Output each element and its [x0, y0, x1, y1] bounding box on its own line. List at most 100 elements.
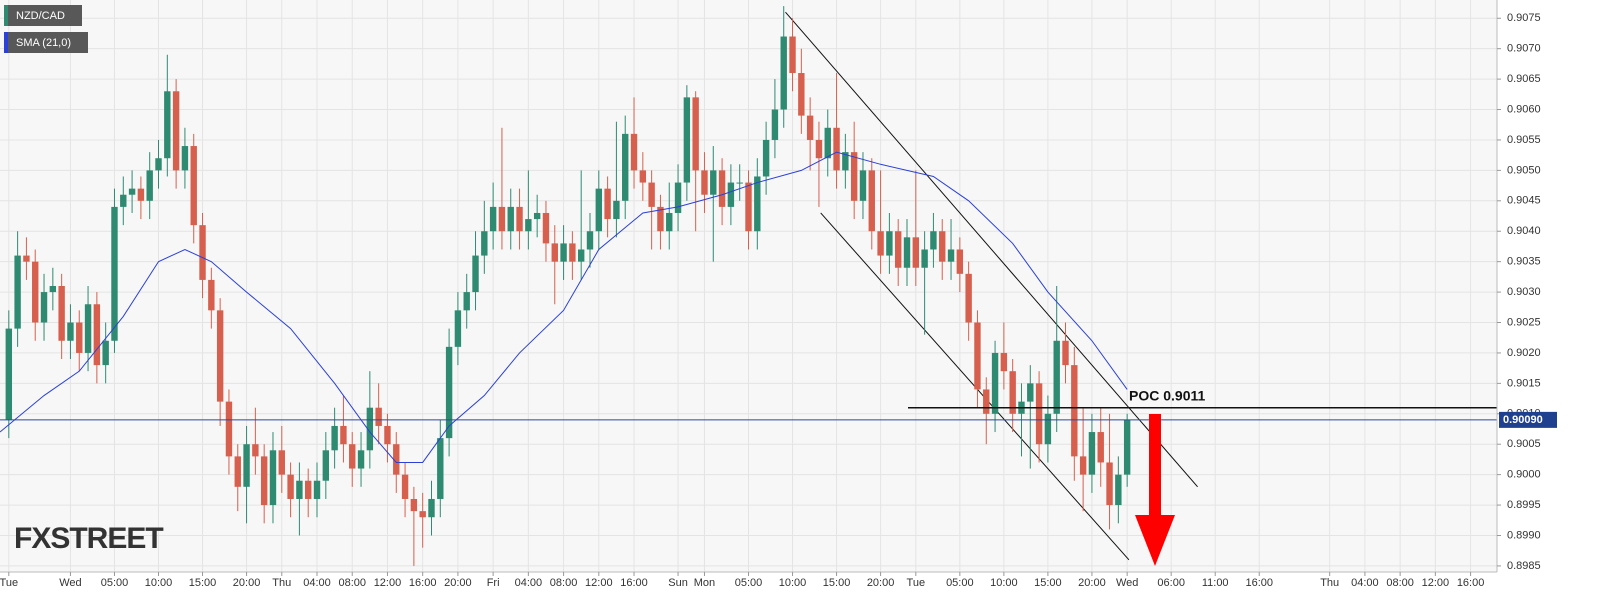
- candle-body: [463, 292, 470, 311]
- candle-body: [225, 401, 233, 457]
- candle-body: [1088, 432, 1096, 475]
- candle-body: [718, 170, 726, 207]
- y-tick-label: 0.9015: [1507, 377, 1541, 389]
- x-tick-label: 10:00: [779, 577, 807, 589]
- candle-body: [780, 36, 787, 110]
- y-tick-label: 0.9045: [1507, 195, 1541, 207]
- candle-body: [1123, 419, 1131, 475]
- candle-body: [833, 127, 840, 171]
- candle-body: [5, 328, 13, 420]
- sma-line: [0, 151, 1128, 463]
- candle-body: [622, 133, 629, 201]
- candle-body: [551, 243, 558, 262]
- y-tick-label: 0.8990: [1507, 529, 1541, 541]
- candle-body: [340, 425, 347, 445]
- candle-body: [164, 91, 171, 159]
- candle-body: [445, 346, 453, 439]
- candle-body: [419, 511, 426, 518]
- x-tick-label: 08:00: [1386, 577, 1414, 589]
- candle-body: [305, 480, 312, 499]
- candle-body: [155, 158, 162, 171]
- plot-layer: POC 0.9011: [0, 0, 1497, 572]
- candle-body: [604, 188, 611, 220]
- x-tick-label: 15:00: [189, 577, 217, 589]
- down-arrow: [1135, 414, 1175, 566]
- candle-body: [454, 310, 462, 347]
- x-tick-label: 16:00: [409, 577, 437, 589]
- candle-body: [67, 322, 74, 341]
- candle-body: [533, 212, 541, 220]
- x-tick-label: 11:00: [1202, 577, 1229, 589]
- x-tick-label: 04:00: [303, 577, 331, 589]
- candle-body: [895, 231, 902, 268]
- x-tick-label: Fri: [487, 577, 500, 589]
- candle-body: [58, 286, 65, 341]
- candle-body: [349, 444, 356, 469]
- candle-body: [921, 249, 928, 268]
- candle-body: [76, 322, 83, 353]
- candle-body: [190, 146, 197, 226]
- candle-body: [181, 146, 189, 171]
- y-tick-label: 0.9065: [1507, 73, 1541, 85]
- candle-body: [437, 438, 444, 499]
- candle-body: [269, 450, 277, 506]
- candle-body: [234, 456, 241, 487]
- candle-body: [243, 444, 250, 487]
- candle-body: [674, 182, 682, 213]
- candle-body: [498, 206, 506, 232]
- y-tick-label: 0.9040: [1507, 225, 1541, 237]
- candle-body: [965, 273, 972, 323]
- candle-body: [569, 243, 576, 262]
- y-tick-label: 0.8985: [1507, 560, 1541, 572]
- candle-body: [666, 212, 673, 232]
- x-tick-label: 12:00: [374, 577, 402, 589]
- candle-body: [393, 444, 400, 475]
- x-tick-label: 04:00: [515, 577, 543, 589]
- x-tick-label: 12:00: [1422, 577, 1450, 589]
- candle-body: [595, 188, 602, 232]
- x-tick-label: Tue: [0, 577, 18, 589]
- candle-body: [14, 255, 21, 329]
- legend-swatch: [4, 5, 8, 26]
- candle-body: [806, 115, 814, 140]
- candle-body: [648, 182, 655, 207]
- x-tick-label: 15:00: [823, 577, 851, 589]
- legend-box: [4, 32, 88, 53]
- candle-body: [1106, 462, 1113, 506]
- candle-body: [137, 188, 145, 201]
- x-tick-label: Thu: [272, 577, 291, 589]
- legend-box: [4, 5, 82, 26]
- candle-body: [930, 231, 937, 250]
- candle-body: [49, 286, 57, 293]
- candle-body: [120, 194, 127, 207]
- candle-body: [410, 498, 418, 512]
- candle-body: [252, 444, 259, 457]
- x-tick-label: 20:00: [1078, 577, 1106, 589]
- candle-body: [489, 206, 497, 232]
- axis-panel: [1497, 0, 1600, 609]
- last-price-box: [1499, 411, 1557, 428]
- y-tick-label: 0.9035: [1507, 256, 1541, 268]
- candle-body: [428, 498, 435, 518]
- x-tick-label: 08:00: [338, 577, 366, 589]
- x-tick-label: 20:00: [233, 577, 261, 589]
- candle-body: [983, 389, 990, 414]
- candle-body: [956, 249, 964, 274]
- x-tick-label: 10:00: [990, 577, 1018, 589]
- legend: NZD/CAD SMA (21,0): [4, 5, 88, 53]
- candle-body: [296, 480, 303, 499]
- y-tick-label: 0.9050: [1507, 164, 1541, 176]
- candle-body: [111, 206, 118, 341]
- legend-label: SMA (21,0): [16, 37, 71, 49]
- candle-body: [991, 352, 999, 414]
- candle-body: [771, 109, 779, 140]
- candle-body: [1000, 352, 1008, 372]
- x-tick-label: Sun: [668, 577, 688, 589]
- candle-body: [1035, 383, 1043, 445]
- candle-body: [560, 243, 567, 262]
- candle-body: [331, 425, 338, 451]
- candle-body: [1071, 365, 1078, 457]
- candle-body: [542, 212, 550, 244]
- candle-body: [886, 231, 893, 256]
- candle-body: [657, 206, 664, 232]
